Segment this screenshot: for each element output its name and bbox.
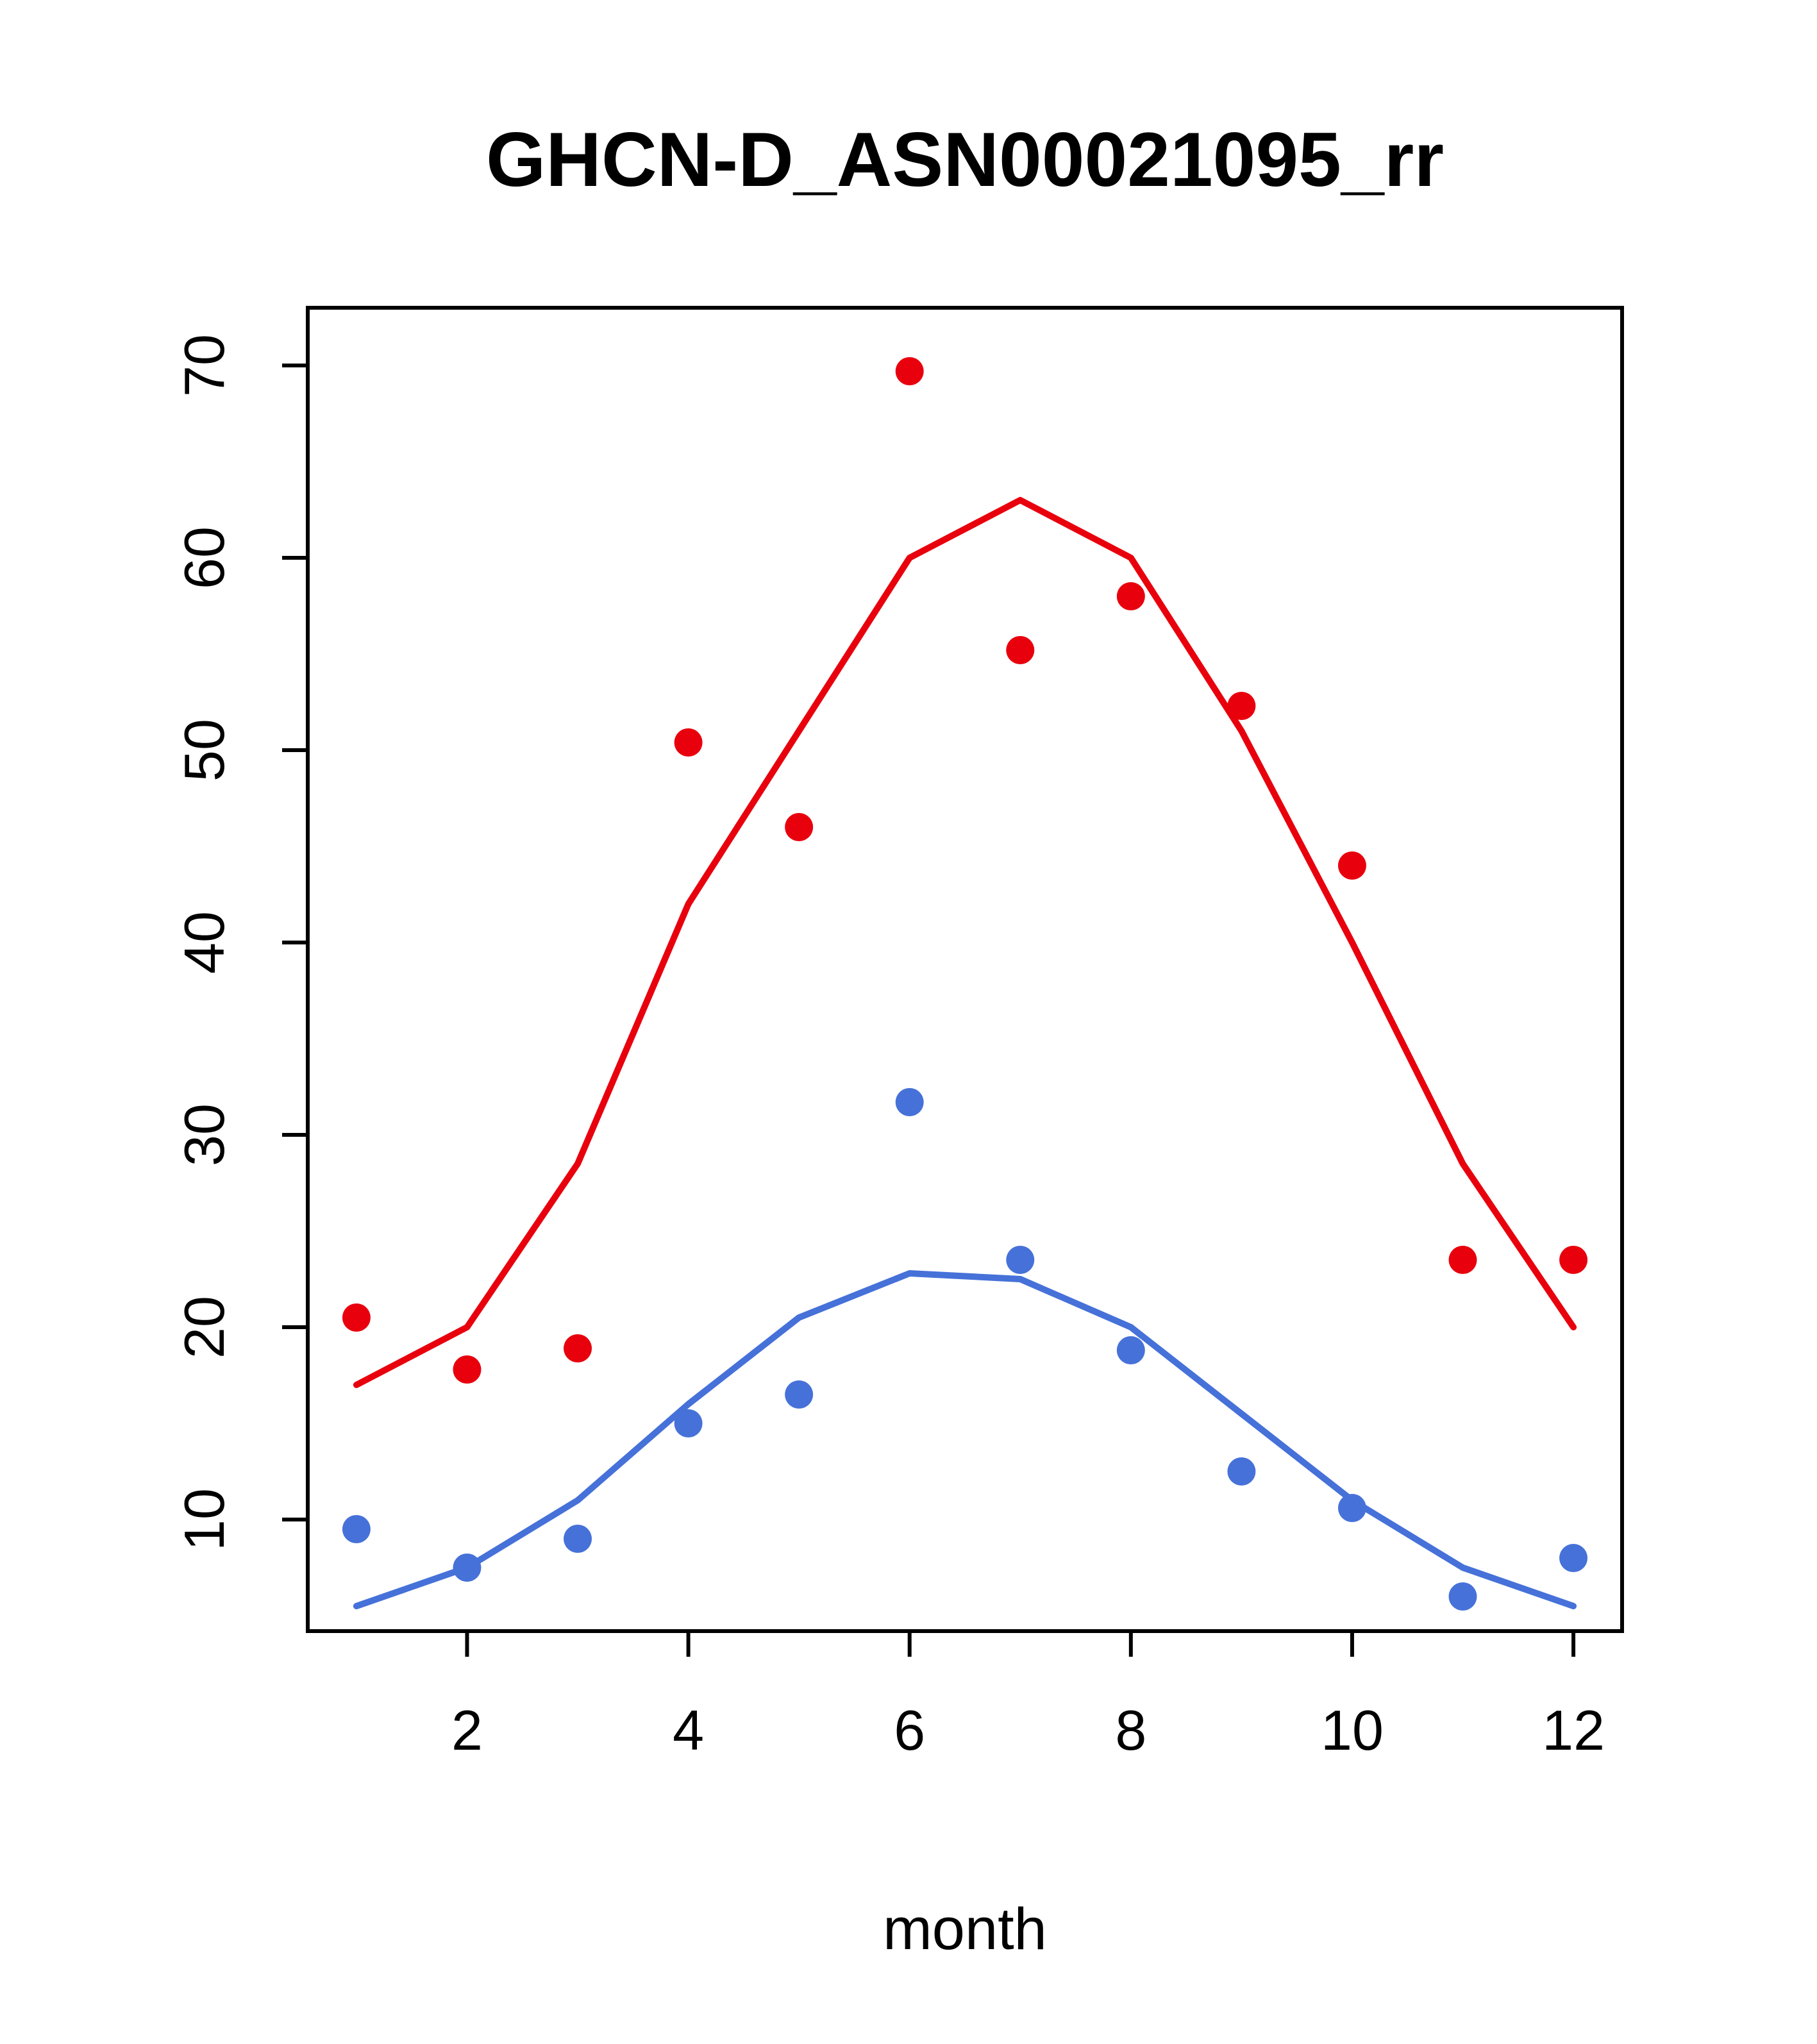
data-point-red-points [785, 813, 814, 841]
chart-title: GHCN-D_ASN00021095_rr [486, 117, 1444, 203]
y-tick-label: 60 [172, 526, 236, 589]
data-point-red-points [1337, 851, 1366, 880]
data-point-blue-points [1227, 1457, 1256, 1486]
x-tick-label: 4 [673, 1698, 704, 1762]
data-point-red-points [342, 1303, 371, 1332]
series-blue-line [353, 1270, 1577, 1609]
x-tick-label: 6 [894, 1698, 925, 1762]
x-tick-label: 2 [451, 1698, 483, 1762]
data-point-red-points [564, 1334, 592, 1362]
data-point-blue-points [895, 1088, 924, 1116]
data-point-red-points [895, 357, 924, 385]
data-point-blue-points [785, 1380, 814, 1409]
x-tick-label: 10 [1321, 1698, 1384, 1762]
data-point-red-points [674, 728, 703, 757]
data-point-blue-points [1559, 1544, 1588, 1572]
data-point-blue-points [674, 1409, 703, 1437]
data-point-blue-points [564, 1525, 592, 1553]
y-tick-label: 70 [172, 334, 236, 397]
data-point-blue-points [1337, 1494, 1366, 1522]
plot-box [306, 306, 1624, 1633]
data-point-red-points [1116, 582, 1145, 610]
y-tick-label: 40 [172, 911, 236, 974]
x-tick-label: 12 [1542, 1698, 1605, 1762]
series-red-line [353, 497, 1577, 1388]
data-point-blue-points [1116, 1336, 1145, 1364]
series-red-points [342, 357, 1588, 1384]
data-point-red-points [1227, 692, 1256, 720]
data-point-blue-points [453, 1554, 481, 1582]
y-tick-label: 30 [172, 1103, 236, 1166]
y-tick-label: 10 [172, 1488, 236, 1551]
y-tick-label: 50 [172, 719, 236, 782]
data-point-blue-points [1006, 1246, 1035, 1274]
data-point-blue-points [342, 1515, 371, 1543]
x-tick-label: 8 [1115, 1698, 1146, 1762]
y-tick-label: 20 [172, 1296, 236, 1359]
series-blue-points [342, 1088, 1588, 1611]
data-point-red-points [1448, 1246, 1477, 1274]
plot-area: 2 4 6 8 10 12 10 20 30 40 50 60 70 [172, 306, 1624, 1762]
data-point-red-points [453, 1355, 481, 1384]
data-point-red-points [1559, 1246, 1588, 1274]
data-point-red-points [1006, 636, 1035, 664]
data-point-blue-points [1448, 1582, 1477, 1611]
x-axis-label: month [883, 1897, 1047, 1962]
